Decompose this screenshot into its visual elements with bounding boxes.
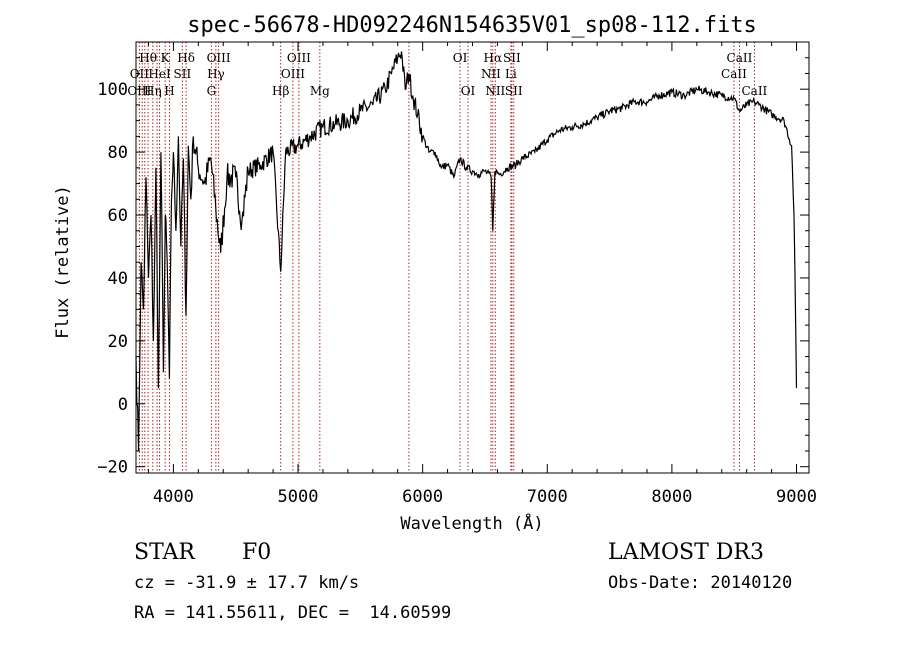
chart-title: spec-56678-HD092246N154635V01_sp08-112.f… xyxy=(187,13,757,38)
x-tick-label: 6000 xyxy=(402,487,443,507)
x-axis: 4000 5000 6000 7000 8000 9000 xyxy=(147,42,817,507)
line-label: HeI xyxy=(148,67,171,81)
plot-frame xyxy=(135,41,810,474)
x-axis-label: Wavelength (Å) xyxy=(400,512,543,534)
line-label: Hθ xyxy=(139,51,157,65)
line-labels: Hθ OII OIII K HeI Hη H Hδ SII OIII Hγ G Hβ OIII OIII Mg… xyxy=(127,51,767,98)
x-tick-label: 5000 xyxy=(278,487,319,507)
line-label: OI xyxy=(461,84,476,98)
line-label: K xyxy=(161,51,171,65)
line-label: SII xyxy=(174,67,192,81)
line-label: OII xyxy=(130,67,150,81)
line-label: OIII xyxy=(287,51,311,65)
line-label: NII xyxy=(481,67,501,81)
y-axis-label: Flux (relative) xyxy=(53,185,73,339)
y-tick-label: 80 xyxy=(108,143,128,163)
line-label: Hδ xyxy=(177,51,195,65)
x-tick-label: 9000 xyxy=(776,487,817,507)
line-label: OI xyxy=(453,51,468,65)
line-label: Hγ xyxy=(207,67,225,81)
coordinates: RA = 141.55611, DEC = 14.60599 xyxy=(134,603,452,623)
line-label: G xyxy=(207,84,217,98)
y-axis: −20 0 20 40 60 80 100 xyxy=(97,57,809,478)
line-label: Li xyxy=(505,67,517,81)
x-tick-label: 7000 xyxy=(527,487,568,507)
y-tick-label: −20 xyxy=(97,458,128,478)
line-label: OIII xyxy=(207,51,231,65)
y-tick-label: 40 xyxy=(108,269,128,289)
y-tick-label: 60 xyxy=(108,206,128,226)
line-label: Mg xyxy=(310,84,330,98)
object-subclass: F0 xyxy=(242,540,272,565)
line-label: Hβ xyxy=(272,84,289,98)
observation-date: Obs-Date: 20140120 xyxy=(608,573,793,593)
line-label: CaII xyxy=(727,51,753,65)
y-tick-label: 20 xyxy=(108,332,128,352)
y-tick-label: 100 xyxy=(97,80,128,100)
line-label: OIII xyxy=(281,67,305,81)
x-tick-label: 4000 xyxy=(153,487,194,507)
spectrum-series-line xyxy=(135,51,798,452)
line-label: NII xyxy=(485,84,505,98)
line-label: OIII xyxy=(127,84,151,98)
line-label: SII xyxy=(505,84,523,98)
line-label: Hη xyxy=(144,84,162,98)
survey-name: LAMOST DR3 xyxy=(608,540,764,565)
x-tick-label: 8000 xyxy=(651,487,692,507)
object-class: STAR xyxy=(134,540,195,565)
line-label: CaII xyxy=(721,67,747,81)
y-tick-label: 0 xyxy=(118,395,128,415)
line-label: H xyxy=(164,84,174,98)
line-label: CaII xyxy=(741,84,767,98)
line-markers xyxy=(138,42,755,473)
line-label: Hα xyxy=(484,51,503,65)
redshift-info: cz = -31.9 ± 17.7 km/s xyxy=(134,573,360,593)
line-label: SII xyxy=(503,51,521,65)
